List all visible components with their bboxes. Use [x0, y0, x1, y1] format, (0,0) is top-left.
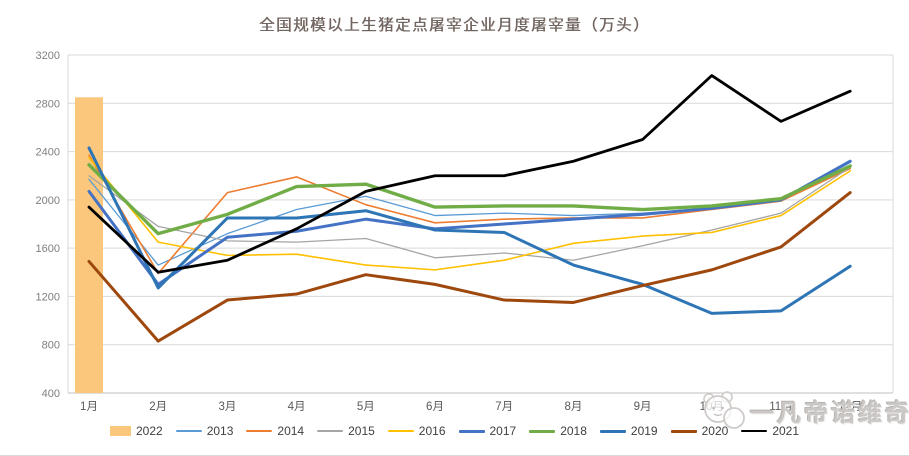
plot-area: 400 800 1200 1600 2000 2400 2800 3200 1月 2月 3月 4月 5月…	[36, 50, 894, 413]
legend-label: 2019	[630, 424, 658, 438]
legend-item-2020: 2020	[670, 424, 729, 438]
legend-label: 2016	[418, 424, 446, 438]
legend-line-swatch-2013	[175, 430, 202, 432]
legend-line-swatch-2016	[387, 430, 414, 432]
legend-item-2017: 2017	[458, 424, 517, 438]
series-line-2020	[87, 191, 852, 343]
legend-item-2013: 2013	[175, 424, 234, 438]
x-axis-label: 3月	[218, 401, 236, 413]
legend-line-swatch-2015	[317, 430, 344, 432]
legend-label: 2020	[701, 424, 729, 438]
x-axis-label: 8月	[564, 401, 582, 413]
series-line-2021	[87, 74, 852, 274]
x-axis-label: 5月	[357, 401, 375, 413]
y-axis-tick-label: 2400	[36, 147, 60, 159]
legend-item-2019: 2019	[599, 424, 658, 438]
x-axis-label: 11月	[769, 401, 792, 413]
series-line-2015	[88, 166, 851, 261]
legend-item-2015: 2015	[317, 424, 375, 438]
legend-label: 2017	[489, 424, 517, 438]
legend-line-swatch-2020	[670, 429, 697, 433]
legend-label: 2013	[206, 424, 234, 438]
legend-line-swatch-2014	[246, 430, 273, 432]
x-axis-label: 7月	[495, 401, 513, 413]
legend-line-swatch-2019	[599, 429, 626, 433]
legend-line-swatch-2021	[741, 429, 768, 433]
x-axis-label: 1月	[80, 401, 98, 413]
y-axis-tick-label: 3200	[36, 50, 60, 62]
series-line-2019	[87, 146, 852, 315]
x-axis-label: 4月	[288, 401, 306, 413]
series-line-2016	[88, 156, 852, 271]
x-axis-label: 6月	[426, 401, 444, 413]
y-axis-tick-label: 400	[42, 388, 60, 400]
bar-2022	[75, 97, 103, 393]
x-axis-label: 12月	[838, 401, 862, 413]
legend: 2022 2013 2014 2015 2016 2017 2018 2019 2020 2021	[0, 424, 909, 438]
legend-label: 2018	[560, 424, 587, 438]
series-line-2018	[87, 163, 852, 236]
legend-label: 2021	[772, 424, 800, 438]
y-axis-tick-label: 1600	[36, 243, 60, 255]
y-axis-tick-label: 1200	[36, 291, 60, 303]
chart-title: 全国规模以上生猪定点屠宰企业月度屠宰量（万头）	[258, 17, 650, 34]
legend-label: 2015	[348, 424, 375, 438]
series-line-2013	[88, 161, 851, 266]
legend-line-swatch-2018	[529, 429, 556, 433]
y-axis-tick-label: 2800	[36, 98, 60, 110]
legend-item-2022: 2022	[109, 424, 163, 438]
legend-label: 2022	[135, 424, 163, 438]
legend-item-2018: 2018	[529, 424, 587, 438]
x-axis-label: 10月	[700, 401, 724, 413]
legend-label: 2014	[277, 424, 305, 438]
legend-line-swatch-2017	[458, 429, 485, 433]
y-axis-tick-label: 2000	[36, 195, 60, 207]
x-axis-label: 9月	[634, 401, 652, 413]
y-axis-tick-label: 800	[42, 340, 60, 352]
x-axis-label: 2月	[149, 401, 167, 413]
series-line-2017	[87, 159, 852, 286]
legend-item-2014: 2014	[246, 424, 304, 438]
legend-bar-swatch-2022	[109, 426, 131, 436]
legend-item-2021: 2021	[741, 424, 799, 438]
legend-item-2016: 2016	[387, 424, 446, 438]
